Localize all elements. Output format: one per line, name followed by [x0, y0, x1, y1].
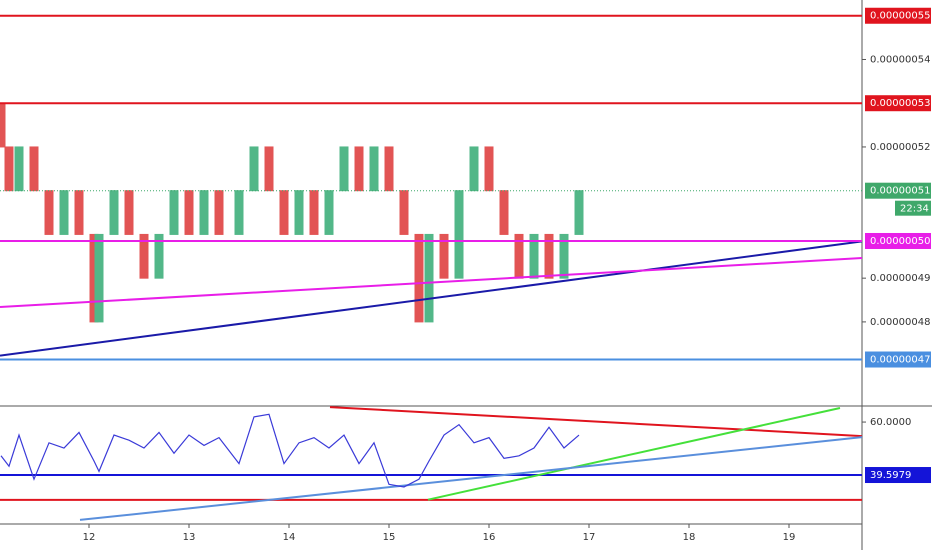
candle — [14, 146, 24, 192]
candle — [529, 233, 539, 279]
candle — [384, 146, 394, 192]
y-tick-label: 0.00000054 — [870, 54, 930, 65]
candle — [279, 190, 289, 235]
candle — [199, 190, 209, 235]
rsi-trendline — [329, 406, 863, 438]
y-tick-label: 0.00000052 — [870, 142, 930, 153]
countdown-label: 22:34 — [900, 204, 929, 215]
price-line-label: 0.00000050 — [870, 236, 930, 247]
candle — [499, 190, 509, 235]
candle — [424, 233, 434, 323]
rsi-trendline — [427, 407, 841, 501]
x-tick-label: 18 — [683, 532, 696, 543]
candle — [309, 190, 319, 235]
candle — [214, 190, 224, 235]
candle — [139, 233, 149, 279]
x-tick-label: 15 — [383, 532, 396, 543]
candle — [414, 233, 424, 323]
rsi-level-label: 39.5979 — [870, 470, 911, 481]
countdown-badge — [895, 200, 931, 216]
y-tick-label: 0.00000049 — [870, 273, 930, 284]
candle — [249, 146, 259, 192]
candle — [169, 190, 179, 235]
candle — [4, 146, 14, 192]
candle — [369, 146, 379, 192]
x-tick-label: 17 — [583, 532, 596, 543]
x-tick-label: 19 — [783, 532, 796, 543]
candle — [484, 146, 494, 192]
candle — [29, 146, 39, 192]
candle — [0, 102, 6, 148]
x-tick-label: 12 — [83, 532, 96, 543]
candle — [44, 190, 54, 235]
current-price-badge — [865, 182, 931, 199]
rsi-level-badge — [865, 467, 931, 484]
price-line-badge — [865, 351, 931, 368]
candle — [264, 146, 274, 192]
rsi-line — [0, 413, 580, 488]
x-tick-label: 13 — [183, 532, 196, 543]
candle — [154, 233, 164, 279]
candle — [399, 190, 409, 235]
candle — [234, 190, 244, 235]
price-line-label: 0.00000053 — [870, 98, 930, 109]
candle — [59, 190, 69, 235]
price-line-label: 0.00000055 — [870, 11, 930, 22]
price-line-badge — [865, 95, 931, 112]
rsi-tick-label: 60.0000 — [870, 417, 911, 428]
candle — [454, 190, 464, 279]
y-tick-label: 0.00000048 — [870, 317, 930, 328]
candle — [74, 190, 84, 235]
candle — [559, 233, 569, 279]
trendline — [0, 240, 863, 357]
candle — [109, 190, 119, 235]
candle — [469, 146, 479, 192]
current-price-label: 0.00000051 — [870, 186, 930, 197]
x-tick-label: 16 — [483, 532, 496, 543]
price-line-badge — [865, 7, 931, 24]
candle — [439, 233, 449, 279]
candle — [339, 146, 349, 192]
price-line-label: 0.00000047 — [870, 355, 930, 366]
candle — [294, 190, 304, 235]
candle — [184, 190, 194, 235]
candle — [124, 190, 134, 235]
candle — [544, 233, 554, 279]
price-line-badge — [865, 232, 931, 249]
candle — [354, 146, 364, 192]
rsi-trendline — [79, 436, 863, 521]
candle — [324, 190, 334, 235]
x-tick-label: 14 — [283, 532, 296, 543]
trendline — [0, 257, 863, 309]
candle — [574, 190, 584, 235]
candle — [94, 233, 104, 323]
